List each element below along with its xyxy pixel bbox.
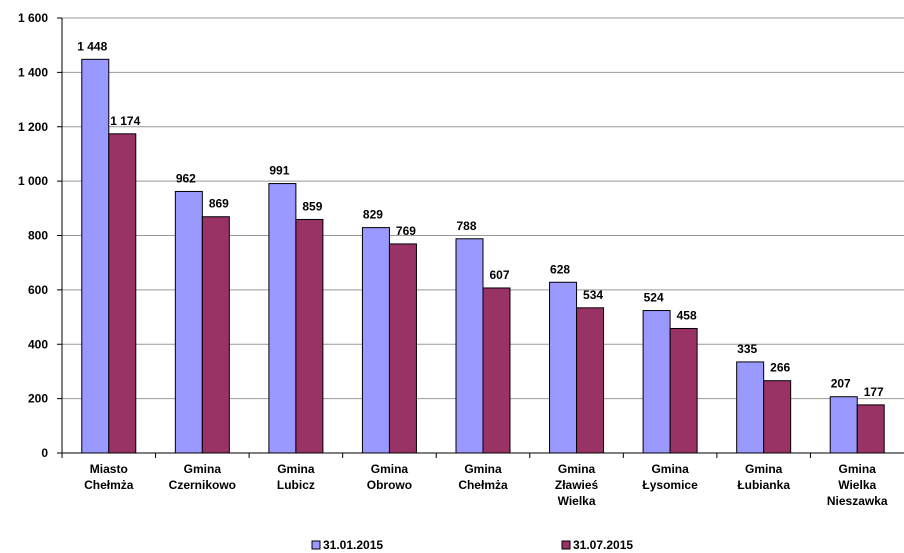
x-tick-line: Gmina — [371, 462, 409, 476]
x-tick-line: Chełmża — [458, 478, 508, 492]
x-tick-line: Gmina — [745, 462, 783, 476]
legend-swatch — [561, 540, 571, 550]
bar — [361, 227, 390, 454]
x-tick-label: Gmina Łubianka — [737, 462, 790, 492]
x-tick-line: Czernikowo — [169, 478, 236, 492]
x-tick-line: Gmina — [464, 462, 502, 476]
value-label: 207 — [831, 377, 851, 391]
value-label: 177 — [864, 385, 884, 399]
x-tick-line: Gmina — [651, 462, 689, 476]
x-tick-line: Lubicz — [277, 478, 315, 492]
bar — [201, 216, 230, 454]
bar — [642, 310, 671, 454]
x-tick-line: Łysomice — [642, 478, 698, 492]
value-label: 266 — [770, 361, 790, 375]
bar — [763, 380, 792, 454]
bar — [388, 243, 417, 454]
bar — [576, 307, 605, 454]
x-tick-line: Gmina — [184, 462, 222, 476]
x-tick-label: Miasto Chełmża — [84, 462, 134, 492]
x-tick-line: Obrowo — [367, 478, 412, 492]
value-label: 628 — [550, 262, 570, 276]
x-tick-line: Chełmża — [84, 478, 134, 492]
bar — [268, 183, 297, 454]
value-label: 962 — [176, 171, 196, 185]
x-tick-line: Wielka — [838, 478, 876, 492]
bar — [829, 396, 858, 454]
legend-label: 31.07.2015 — [573, 538, 633, 552]
x-tick-label: Gmina Wielka Nieszawka — [827, 462, 888, 508]
x-tick-line: Gmina — [277, 462, 315, 476]
value-label: 1 448 — [77, 39, 107, 53]
bar — [482, 287, 511, 454]
bar — [455, 238, 484, 454]
legend-label: 31.01.2015 — [323, 538, 383, 552]
x-tick-label: Gmina Chełmża — [458, 462, 508, 492]
y-tick-label: 600 — [28, 283, 48, 297]
y-tick-label: 400 — [28, 337, 48, 351]
value-label: 458 — [677, 308, 697, 322]
x-tick-line: Zławieś — [555, 478, 599, 492]
bar — [549, 281, 578, 454]
bar — [669, 327, 698, 454]
x-tick-line: Gmina — [558, 462, 596, 476]
value-label: 524 — [644, 291, 664, 305]
legend-swatch — [311, 540, 321, 550]
value-label: 1 174 — [110, 114, 140, 128]
value-label: 788 — [456, 219, 476, 233]
y-tick-label: 1 600 — [18, 11, 48, 25]
bar — [295, 218, 324, 454]
x-tick-label: Gmina Obrowo — [367, 462, 412, 492]
bar — [108, 133, 137, 454]
y-tick-label: 1 400 — [18, 65, 48, 79]
value-label: 607 — [489, 268, 509, 282]
y-tick-label: 0 — [41, 446, 48, 460]
x-tick-label: Gmina Lubicz — [277, 462, 315, 492]
x-tick-label: Gmina Zławieś Wielka — [555, 462, 599, 508]
y-tick-label: 800 — [28, 229, 48, 243]
bar — [174, 190, 203, 454]
x-tick-label: Gmina Czernikowo — [169, 462, 236, 492]
value-label: 869 — [209, 197, 229, 211]
y-tick-label: 1 200 — [18, 120, 48, 134]
bar — [736, 361, 765, 454]
x-tick-line: Gmina — [839, 462, 877, 476]
x-tick-line: Łubianka — [737, 478, 790, 492]
value-label: 769 — [396, 224, 416, 238]
x-tick-line: Nieszawka — [827, 494, 888, 508]
value-label: 829 — [363, 208, 383, 222]
x-tick-label: Gmina Łysomice — [642, 462, 698, 492]
value-label: 335 — [737, 342, 757, 356]
bar — [856, 404, 885, 454]
x-tick-line: Wielka — [558, 494, 596, 508]
bar — [81, 58, 110, 454]
value-label: 534 — [583, 288, 603, 302]
y-tick-label: 1 000 — [18, 174, 48, 188]
x-tick-line: Miasto — [90, 462, 128, 476]
value-label: 991 — [269, 164, 289, 178]
value-label: 859 — [302, 199, 322, 213]
y-tick-label: 200 — [28, 392, 48, 406]
